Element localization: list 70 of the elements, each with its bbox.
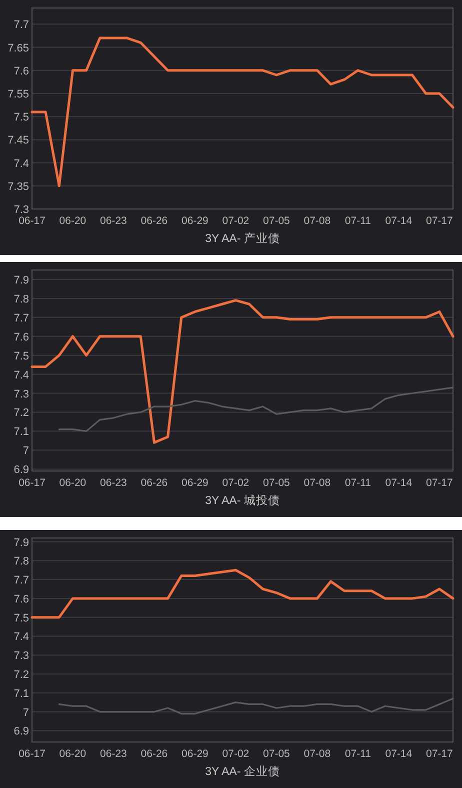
y-tick-label: 7.7 <box>14 312 29 324</box>
x-tick-label: 06-23 <box>100 748 128 760</box>
x-axis-title: 3Y AA- 城投债 <box>205 494 280 507</box>
x-tick-label: 06-29 <box>182 477 209 489</box>
y-tick-label: 7.5 <box>14 612 29 624</box>
x-tick-label: 07-05 <box>263 477 290 489</box>
y-tick-label: 7.45 <box>8 134 29 147</box>
x-tick-label: 06-17 <box>18 215 46 227</box>
x-tick-label: 06-17 <box>18 748 46 760</box>
y-tick-label: 7.35 <box>8 180 29 193</box>
y-tick-label: 6.9 <box>14 464 29 476</box>
x-tick-label: 06-17 <box>18 477 46 489</box>
y-tick-label: 7.5 <box>14 112 29 124</box>
x-tick-label: 07-11 <box>344 477 372 489</box>
y-tick-label: 7.55 <box>8 88 29 100</box>
x-tick-label: 06-23 <box>100 215 128 227</box>
y-tick-label: 7.6 <box>14 331 29 344</box>
x-tick-label: 07-17 <box>426 748 454 760</box>
y-tick-label: 7.2 <box>14 407 29 420</box>
y-tick-label: 7 <box>22 445 29 458</box>
x-tick-label: 07-17 <box>426 215 454 227</box>
y-tick-label: 7.3 <box>14 650 29 662</box>
y-tick-label: 7.7 <box>14 19 29 32</box>
line-series <box>30 36 454 188</box>
x-tick-label: 06-26 <box>140 215 168 227</box>
x-tick-label: 06-20 <box>59 748 86 760</box>
x-axis-title: 3Y AA- 企业债 <box>205 765 280 778</box>
y-tick-label: 7.4 <box>14 631 29 644</box>
x-tick-label: 07-02 <box>222 215 250 227</box>
y-tick-label: 7.5 <box>14 350 29 362</box>
y-tick-label: 7.1 <box>14 688 29 700</box>
y-tick-label: 7.6 <box>14 65 29 78</box>
y-tick-label: 7.9 <box>14 274 29 286</box>
x-tick-label: 06-26 <box>140 477 168 489</box>
x-tick-label: 06-20 <box>59 215 86 227</box>
x-tick-label: 06-29 <box>182 748 209 760</box>
x-tick-label: 07-14 <box>385 748 412 760</box>
y-tick-label: 7.8 <box>14 556 29 568</box>
x-tick-label: 06-23 <box>100 477 128 489</box>
y-tick-label: 7.8 <box>14 293 29 306</box>
x-axis-title: 3Y AA- 产业债 <box>205 231 280 245</box>
x-tick-label: 07-02 <box>222 748 250 760</box>
x-tick-label: 07-08 <box>304 748 331 760</box>
x-tick-label: 07-02 <box>222 477 250 489</box>
line-series <box>30 299 454 444</box>
y-tick-label: 7.4 <box>14 158 29 170</box>
y-tick-label: 7 <box>22 706 29 719</box>
y-tick-label: 7.3 <box>14 388 29 400</box>
x-tick-label: 07-14 <box>385 477 412 489</box>
x-tick-label: 06-26 <box>140 748 168 760</box>
line-series <box>30 568 454 619</box>
y-tick-label: 7.4 <box>14 369 29 382</box>
x-tick-label: 06-29 <box>182 215 209 227</box>
x-tick-label: 07-08 <box>304 477 331 489</box>
y-tick-label: 6.9 <box>14 726 29 738</box>
y-tick-label: 7.9 <box>14 536 29 549</box>
x-tick-label: 07-14 <box>385 215 412 227</box>
x-tick-label: 06-20 <box>59 477 86 489</box>
y-tick-label: 7.3 <box>14 204 29 216</box>
x-tick-label: 07-05 <box>263 748 290 760</box>
y-tick-label: 7.7 <box>14 574 29 587</box>
x-tick-label: 07-05 <box>263 215 290 227</box>
y-tick-label: 7.2 <box>14 669 29 681</box>
x-tick-label: 07-08 <box>304 215 331 227</box>
x-tick-label: 07-11 <box>344 748 372 760</box>
x-tick-label: 07-17 <box>426 477 454 489</box>
y-tick-label: 7.65 <box>8 42 29 54</box>
x-tick-label: 07-11 <box>344 215 372 227</box>
y-tick-label: 7.6 <box>14 593 29 606</box>
y-tick-label: 7.1 <box>14 426 29 438</box>
